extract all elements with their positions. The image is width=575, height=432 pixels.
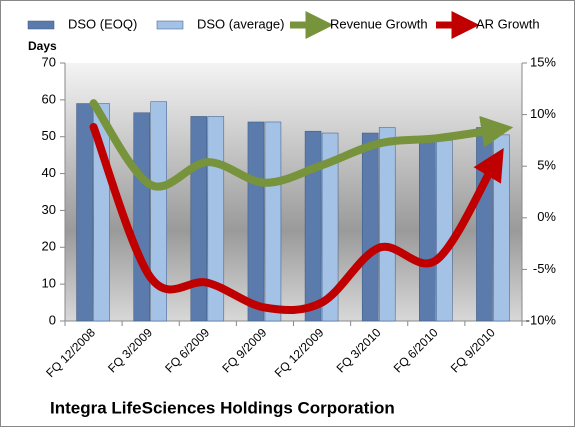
y-tick-label: 0 — [49, 312, 56, 327]
chart-title: Integra LifeSciences Holdings Corporatio… — [50, 398, 395, 417]
y-tick-label: 20 — [42, 239, 56, 254]
legend-label: DSO (average) — [197, 16, 284, 31]
y-tick-label: 10 — [42, 276, 56, 291]
legend-swatch — [27, 20, 55, 30]
bar — [264, 121, 282, 322]
y2-tick-label: -10% — [526, 312, 557, 327]
legend-swatch — [156, 20, 184, 30]
bar — [378, 127, 396, 322]
legend-label: DSO (EOQ) — [68, 16, 137, 31]
y-axis-label: Days — [28, 39, 57, 53]
bar — [321, 132, 339, 322]
bar — [76, 103, 93, 322]
y-tick-label: 70 — [42, 54, 56, 69]
bar — [133, 112, 150, 322]
y2-tick-label: 5% — [537, 158, 556, 173]
y2-tick-label: 15% — [530, 54, 556, 69]
line — [89, 99, 514, 191]
line — [89, 122, 504, 315]
bar — [476, 127, 493, 322]
bar — [436, 140, 453, 322]
y-tick-label: 50 — [42, 128, 56, 143]
bar — [190, 116, 208, 322]
bar — [361, 132, 379, 322]
legend-label: AR Growth — [476, 16, 540, 31]
bar — [304, 130, 322, 322]
bar — [419, 140, 436, 322]
y2-tick-label: 0% — [537, 209, 556, 224]
y-tick-label: 30 — [42, 202, 56, 217]
bar — [150, 101, 167, 322]
y-tick-label: 60 — [42, 91, 56, 106]
y2-tick-label: -5% — [533, 261, 557, 276]
y2-tick-label: 10% — [530, 106, 556, 121]
y-tick-label: 40 — [42, 165, 56, 180]
bar — [247, 121, 265, 322]
legend-label: Revenue Growth — [330, 16, 428, 31]
